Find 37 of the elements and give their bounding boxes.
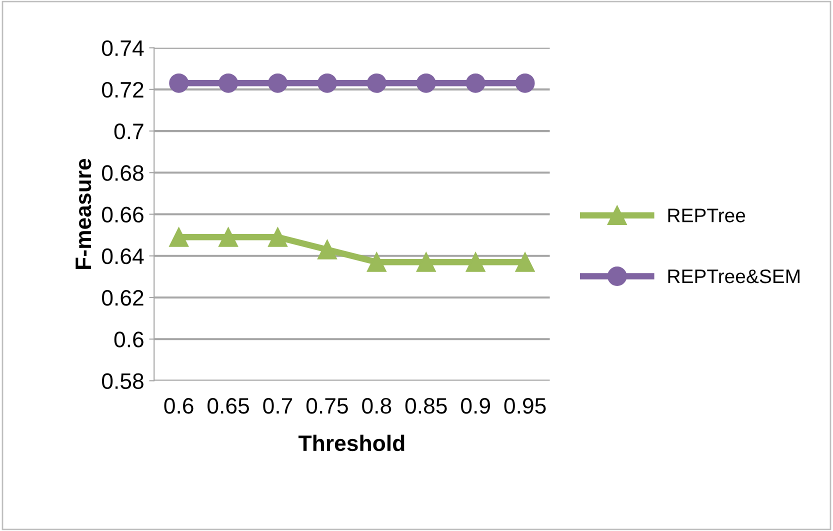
- point: [317, 73, 337, 93]
- point: [169, 73, 189, 93]
- x-tick-label: 0.9: [461, 398, 490, 414]
- point: [268, 227, 288, 247]
- point: [466, 73, 486, 93]
- point: [416, 252, 436, 272]
- x-tick-label: 0.95: [504, 398, 546, 414]
- y-tick-label: 0.68: [102, 165, 144, 181]
- y-tick-label: 0.72: [102, 82, 144, 98]
- x-tick-label: 0.6: [164, 398, 194, 414]
- point: [169, 227, 189, 247]
- legend-label: REPTree&SEM: [668, 269, 800, 284]
- y-axis-title: F-measure: [76, 158, 92, 269]
- y-tick-label: 0.62: [102, 290, 144, 306]
- x-axis-title: Threshold: [298, 434, 404, 452]
- y-tick-label: 0.7: [114, 124, 144, 140]
- x-tick-label: 0.75: [306, 398, 348, 414]
- y-tick-label: 0.64: [102, 248, 144, 264]
- y-tick-label: 0.6: [114, 332, 144, 348]
- y-tick-label: 0.66: [102, 206, 144, 223]
- point: [317, 240, 337, 260]
- point: [466, 252, 486, 272]
- x-tick-label: 0.65: [208, 398, 249, 414]
- point: [515, 252, 535, 272]
- y-tick-label: 0.74: [102, 40, 144, 56]
- x-tick-label: 0.85: [405, 398, 447, 414]
- point: [268, 73, 288, 93]
- x-tick-label: 0.8: [362, 398, 392, 414]
- y-tick-label: 0.58: [102, 373, 144, 389]
- point: [416, 73, 436, 93]
- point: [366, 73, 386, 93]
- point: [366, 252, 386, 272]
- point: [218, 227, 238, 247]
- point: [218, 73, 238, 93]
- point: [515, 73, 535, 93]
- legend-label: REPTree: [668, 208, 746, 222]
- x-tick-label: 0.7: [263, 398, 292, 414]
